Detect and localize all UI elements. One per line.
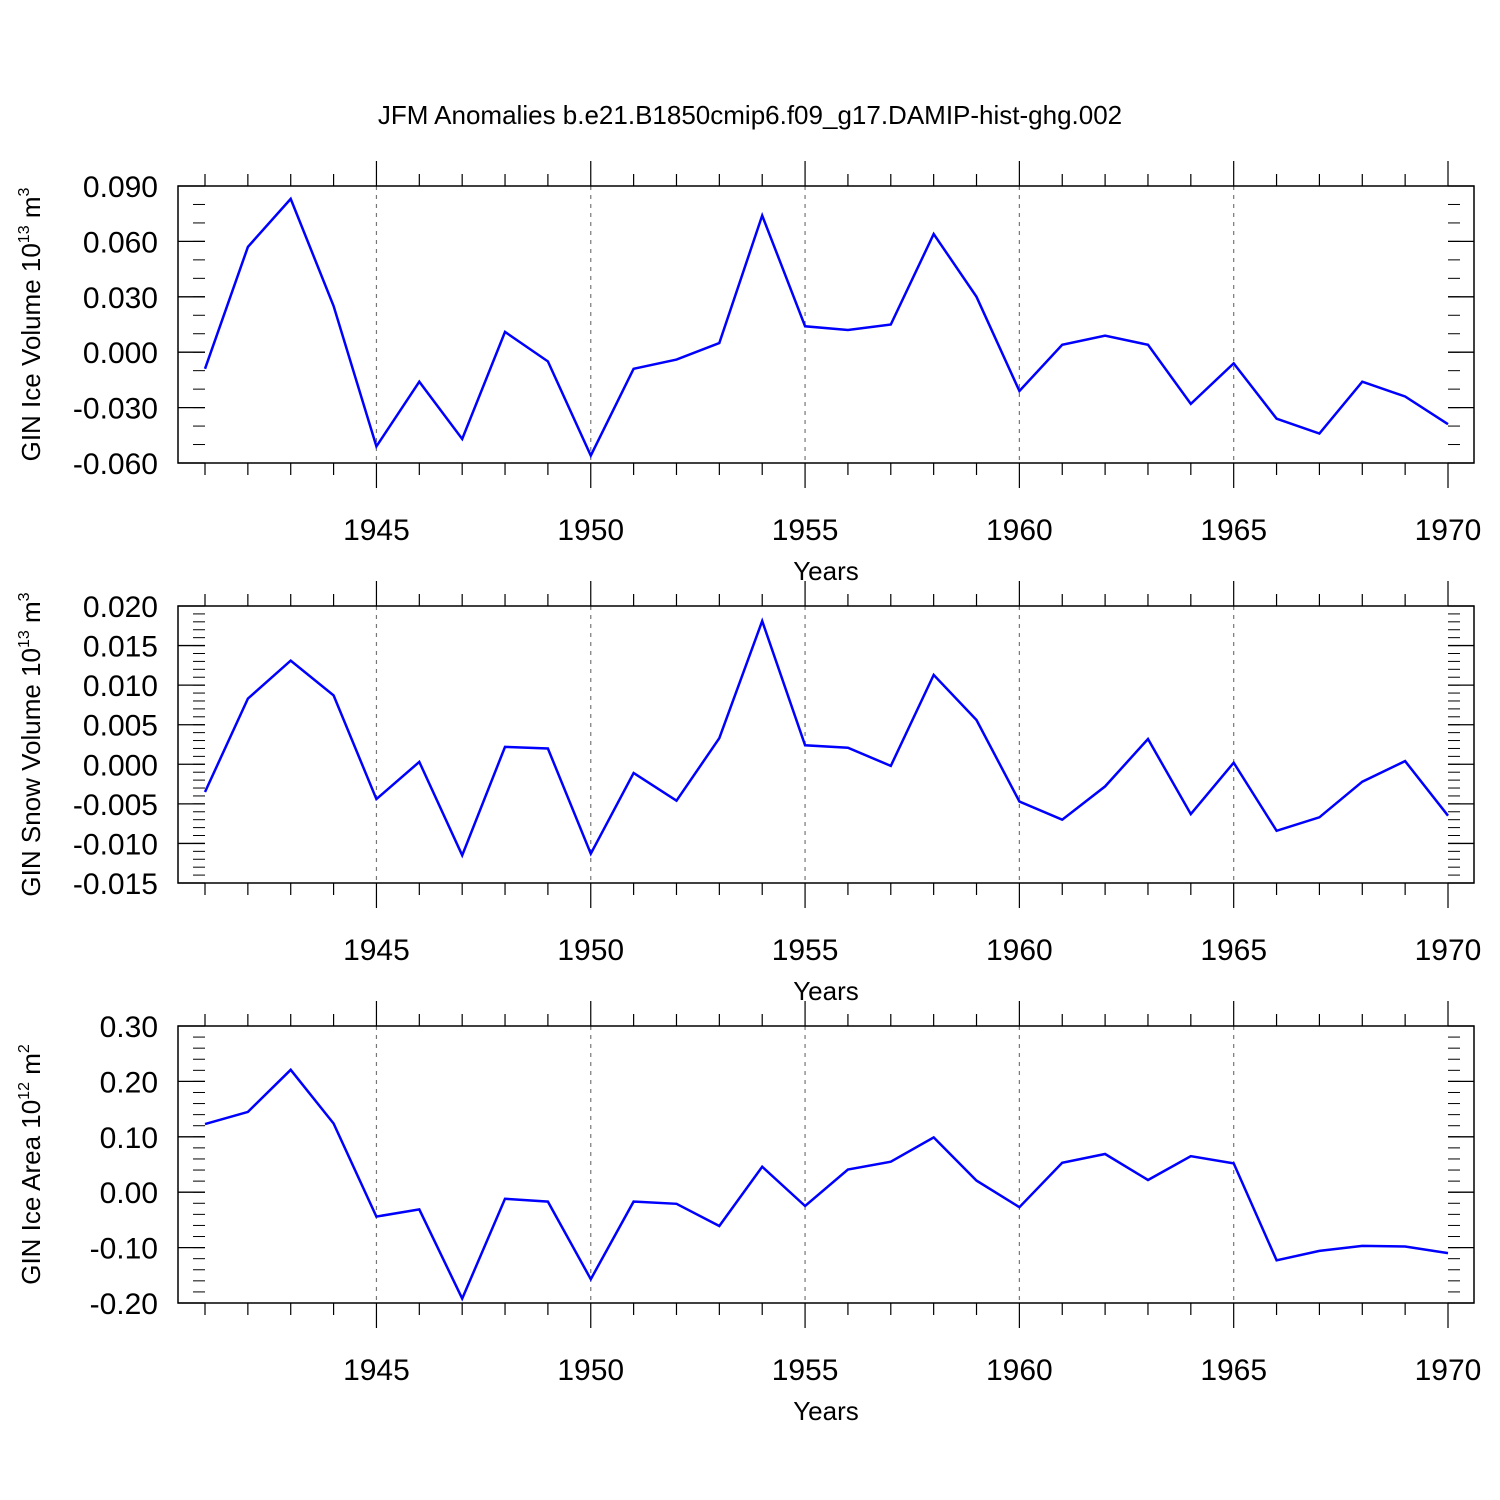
x-tick-label: 1960 bbox=[986, 1354, 1053, 1387]
y-tick-label: -0.060 bbox=[73, 448, 158, 481]
y-tick-label: -0.10 bbox=[90, 1233, 158, 1266]
y-tick-label: -0.005 bbox=[73, 789, 158, 822]
y-tick-label: 0.030 bbox=[83, 282, 158, 315]
y-tick-label: 0.000 bbox=[83, 749, 158, 782]
y-tick-label: -0.030 bbox=[73, 393, 158, 426]
x-axis-label: Years bbox=[793, 556, 859, 586]
y-axis-label: GIN Snow Volume 1013 m3 bbox=[16, 592, 46, 896]
series-line bbox=[204, 1067, 1449, 1302]
y-tick-label: -0.20 bbox=[90, 1288, 158, 1321]
x-tick-label: 1955 bbox=[772, 1354, 839, 1387]
figure-title: JFM Anomalies b.e21.B1850cmip6.f09_g17.D… bbox=[378, 100, 1122, 130]
y-tick-label: 0.000 bbox=[83, 337, 158, 370]
y-tick-label: 0.020 bbox=[83, 591, 158, 624]
x-tick-label: 1965 bbox=[1200, 1354, 1267, 1387]
x-axis-label: Years bbox=[793, 1396, 859, 1426]
y-tick-label: 0.005 bbox=[83, 710, 158, 743]
x-tick-label: 1945 bbox=[343, 1354, 410, 1387]
y-tick-label: -0.010 bbox=[73, 828, 158, 861]
x-tick-label: 1970 bbox=[1415, 514, 1482, 547]
x-tick-label: 1970 bbox=[1415, 1354, 1482, 1387]
x-tick-label: 1955 bbox=[772, 514, 839, 547]
series-line bbox=[203, 196, 1449, 459]
x-tick-label: 1950 bbox=[557, 514, 624, 547]
x-tick-label: 1965 bbox=[1200, 514, 1267, 547]
y-tick-label: 0.20 bbox=[100, 1066, 158, 1099]
y-tick-label: 0.00 bbox=[100, 1177, 158, 1210]
x-tick-label: 1945 bbox=[343, 934, 410, 967]
y-tick-label: 0.010 bbox=[83, 670, 158, 703]
y-tick-label: 0.060 bbox=[83, 226, 158, 259]
x-tick-label: 1970 bbox=[1415, 934, 1482, 967]
panel-ice-volume: -0.060 -0.030 0.000 0.030 0.060 0.090 1945 1950… bbox=[16, 161, 1481, 586]
x-tick-label: 1960 bbox=[986, 514, 1053, 547]
plot-frame bbox=[177, 185, 1475, 464]
plot-frame bbox=[177, 605, 1475, 884]
y-tick-label: 0.30 bbox=[100, 1011, 158, 1044]
y-tick-label: 0.090 bbox=[83, 171, 158, 204]
plot-frame bbox=[177, 1025, 1475, 1304]
x-axis-label: Years bbox=[793, 976, 859, 1006]
x-tick-label: 1965 bbox=[1200, 934, 1267, 967]
panel-snow-volume: -0.015 -0.010 -0.005 0.000 0.005 0.010 0.015 0.… bbox=[16, 581, 1481, 1006]
x-tick-label: 1950 bbox=[557, 1354, 624, 1387]
y-axis-label: GIN Ice Area 1012 m2 bbox=[16, 1044, 46, 1285]
x-tick-label: 1950 bbox=[557, 934, 624, 967]
x-tick-label: 1960 bbox=[986, 934, 1053, 967]
y-tick-label: 0.10 bbox=[100, 1122, 158, 1155]
y-axis-label: GIN Ice Volume 1013 m3 bbox=[16, 187, 46, 461]
panel-ice-area: -0.20 -0.10 0.00 0.10 0.20 0.30 1945 1950 1955 19… bbox=[16, 1001, 1481, 1426]
x-tick-label: 1945 bbox=[343, 514, 410, 547]
chart-panels: -0.060 -0.030 0.000 0.030 0.060 0.090 1945 1950… bbox=[16, 161, 1481, 1426]
series-line bbox=[203, 617, 1449, 859]
y-tick-label: -0.015 bbox=[73, 868, 158, 901]
y-tick-label: 0.015 bbox=[83, 631, 158, 664]
x-tick-label: 1955 bbox=[772, 934, 839, 967]
